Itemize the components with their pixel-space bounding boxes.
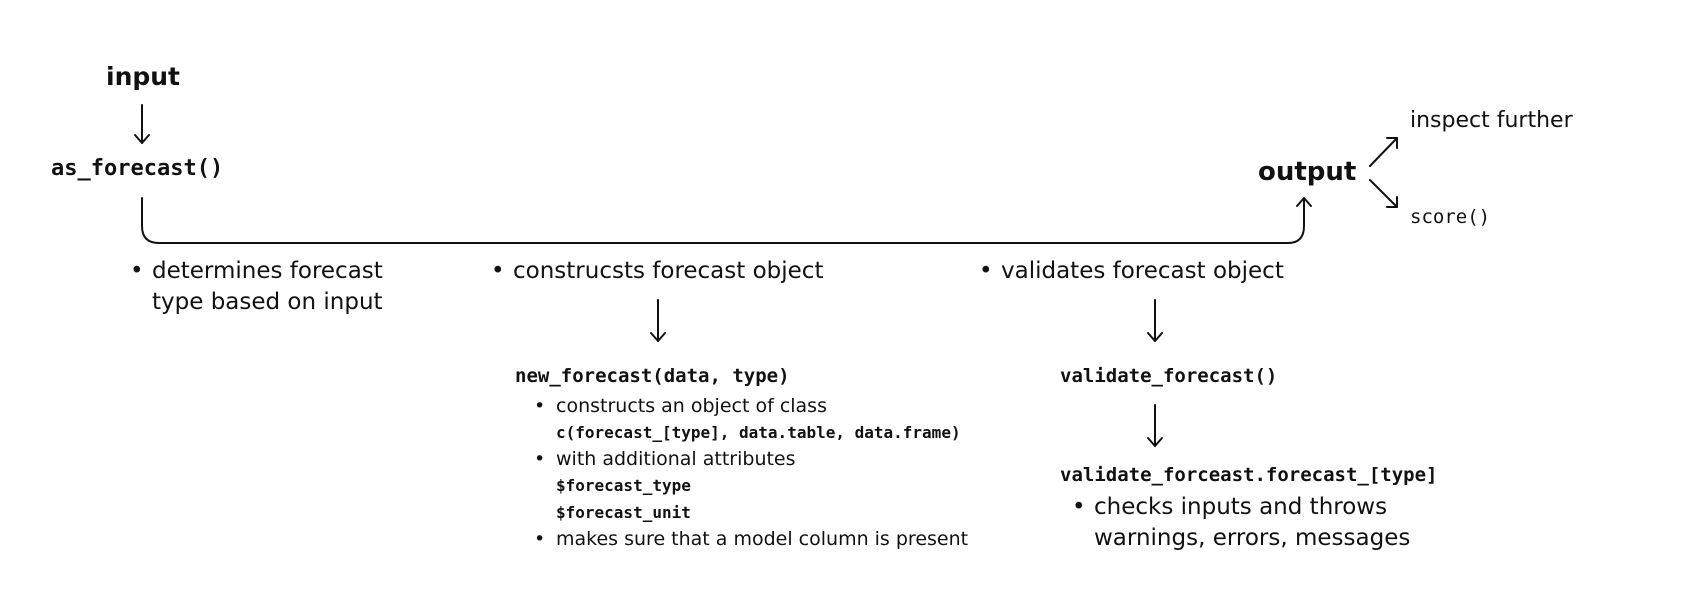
new-forecast-details: constructs an object of class c(forecast… [530, 393, 968, 552]
step2-bullet: construcsts forecast object [513, 258, 824, 284]
validate-forecast-type-function: validate_forceast.forecast_[type] [1060, 464, 1438, 486]
detail-code: c(forecast_[type], data.table, data.fram… [556, 423, 961, 442]
arrow-output-to-score [1369, 179, 1398, 208]
detail-code: $forecast_unit [556, 503, 691, 522]
input-label: input [106, 62, 181, 91]
step3-bullet: validates forecast object [1001, 258, 1284, 284]
arrow-output-to-inspect [1369, 137, 1398, 167]
arrow-to-validate-type [1147, 404, 1163, 447]
step1-line-1: determines forecast [152, 258, 383, 284]
list-item: makes sure that a model column is presen… [530, 526, 968, 552]
validate-line-2: warnings, errors, messages [1094, 525, 1411, 551]
arrow-input-to-as-forecast [134, 104, 150, 144]
detail-code: $forecast_type [556, 476, 691, 495]
arrow-to-validate-forecast [1147, 299, 1163, 342]
arrow-to-new-forecast [650, 299, 666, 342]
list-item: constructs an object of class c(forecast… [530, 393, 968, 446]
step3-description: validates forecast object [975, 256, 1284, 287]
new-forecast-function: new_forecast(data, type) [515, 365, 790, 387]
list-item: checks inputs and throws warnings, error… [1068, 492, 1410, 554]
as-forecast-function: as_forecast() [51, 156, 224, 181]
list-item: validates forecast object [975, 256, 1284, 287]
detail-text: constructs an object of class [556, 395, 827, 417]
inspect-further-label: inspect further [1410, 108, 1573, 133]
list-item: with additional attributes $forecast_typ… [530, 446, 968, 526]
step1-line-2: type based on input [152, 289, 383, 315]
validate-line-1: checks inputs and throws [1094, 494, 1388, 520]
validate-details: checks inputs and throws warnings, error… [1068, 492, 1410, 554]
arrow-head-output [1296, 197, 1312, 207]
score-function: score() [1410, 206, 1491, 228]
list-item: determines forecast type based on input [126, 256, 383, 318]
flow-line-to-output [141, 197, 1305, 244]
step2-description: construcsts forecast object [487, 256, 823, 287]
validate-forecast-function: validate_forecast() [1060, 365, 1278, 387]
detail-text: makes sure that a model column is presen… [556, 528, 969, 550]
step1-description: determines forecast type based on input [126, 256, 383, 318]
detail-text: with additional attributes [556, 448, 796, 470]
list-item: construcsts forecast object [487, 256, 823, 287]
output-label: output [1258, 157, 1357, 187]
